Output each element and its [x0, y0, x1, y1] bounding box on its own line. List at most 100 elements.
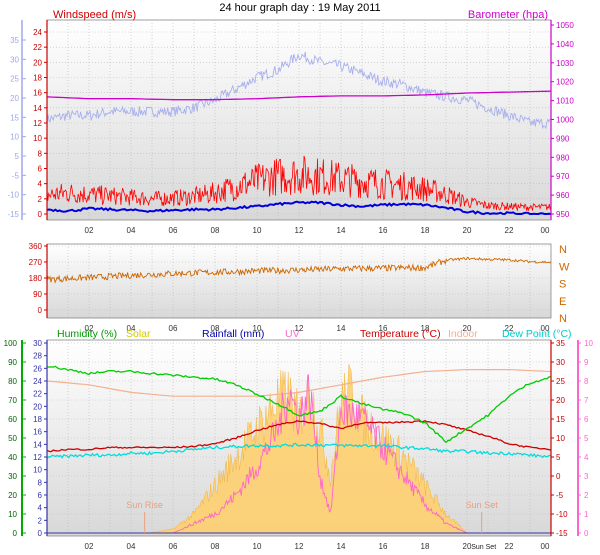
x-tick-label: 08 [211, 226, 220, 235]
x-tick-label: 08 [211, 324, 220, 333]
dir-tick-label: 270 [29, 258, 43, 267]
uv-tick-label: 8 [584, 377, 589, 386]
barometer-line [46, 90, 552, 101]
hum-tick-label: 40 [8, 453, 17, 462]
outer-tick-label: 15 [10, 113, 19, 122]
temp-tick-label: -5 [556, 491, 564, 500]
x-tick-label: 02 [85, 324, 94, 333]
x-tick-label: 04 [127, 324, 136, 333]
sunset-axis-label: Sun Set [471, 544, 496, 551]
solar-area [147, 363, 468, 534]
uv-tick-label: 1 [584, 510, 589, 519]
temp-tick-label: 35 [556, 339, 565, 348]
wind-tick-label: 12 [33, 119, 42, 128]
outer-tick-label: 25 [10, 75, 19, 84]
x-tick-label: 00 [541, 542, 550, 551]
outer-tick-label: 5 [15, 152, 20, 161]
hum-tick-label: 0 [13, 529, 18, 538]
outer-tick-label: -15 [7, 210, 19, 219]
temp-tick-label: 25 [556, 377, 565, 386]
x-tick-label: 04 [127, 226, 136, 235]
x-tick-label: 10 [253, 226, 262, 235]
uv-tick-label: 9 [584, 358, 589, 367]
rain-tick-label: 22 [33, 390, 42, 399]
x-tick-label: 08 [211, 542, 220, 551]
baro-tick-label: 990 [556, 134, 570, 143]
outer-tick-label: 20 [10, 94, 19, 103]
x-tick-label: 20 [463, 324, 472, 333]
wind-tick-label: 20 [33, 58, 42, 67]
x-tick-label: 18 [421, 226, 430, 235]
compass-label: N [559, 244, 567, 256]
hum-tick-label: 10 [8, 510, 17, 519]
temp-tick-label: 30 [556, 358, 565, 367]
x-tick-label: 10 [253, 324, 262, 333]
legend-0: Humidity (%) [57, 328, 117, 340]
uv-line [172, 374, 468, 534]
rain-tick-label: 30 [33, 339, 42, 348]
rain-tick-label: 8 [38, 478, 43, 487]
x-tick-label: 06 [169, 542, 178, 551]
wind-tick-label: 10 [33, 134, 42, 143]
temp-tick-label: -10 [556, 510, 568, 519]
x-tick-label: 22 [505, 324, 514, 333]
x-tick-label: 14 [337, 324, 346, 333]
compass-label: S [559, 279, 566, 291]
uv-tick-label: 3 [584, 472, 589, 481]
outer-tick-label: 10 [10, 133, 19, 142]
barometer-label: Barometer (hpa) [468, 9, 548, 21]
wind-tick-label: 16 [33, 89, 42, 98]
dewpoint-line [46, 442, 552, 459]
wind-tick-label: 4 [38, 180, 43, 189]
temp-tick-label: -15 [556, 529, 568, 538]
baro-tick-label: 1040 [556, 40, 574, 49]
x-tick-label: 12 [295, 324, 304, 333]
x-tick-label: 06 [169, 226, 178, 235]
uv-tick-label: 5 [584, 434, 589, 443]
hum-tick-label: 80 [8, 377, 17, 386]
baro-tick-label: 950 [556, 210, 570, 219]
wind-direction-line [46, 256, 552, 284]
x-tick-label: 16 [379, 542, 388, 551]
uv-tick-label: 0 [584, 529, 589, 538]
temp-tick-label: 0 [556, 472, 561, 481]
x-tick-label: 16 [379, 324, 388, 333]
compass-label: N [559, 313, 567, 325]
uv-tick-label: 6 [584, 415, 589, 424]
wind-tick-label: 24 [33, 28, 42, 37]
baro-tick-label: 970 [556, 172, 570, 181]
rain-tick-label: 24 [33, 377, 42, 386]
wind-tick-label: 6 [38, 165, 43, 174]
temperature-line [46, 419, 552, 453]
sunset-label: Sun Set [466, 500, 499, 510]
x-tick-label: 02 [85, 542, 94, 551]
x-tick-label: 02 [85, 226, 94, 235]
dir-tick-label: 90 [33, 290, 42, 299]
x-tick-label: 04 [127, 542, 136, 551]
legend-3: UV [285, 328, 300, 340]
x-tick-label: 06 [169, 324, 178, 333]
x-tick-label: 12 [295, 226, 304, 235]
uv-tick-label: 2 [584, 491, 589, 500]
legend-1: Solar [126, 328, 151, 340]
baro-tick-label: 1020 [556, 78, 574, 87]
x-tick-label: 20 [463, 226, 472, 235]
rain-tick-label: 12 [33, 453, 42, 462]
x-tick-label: 12 [295, 542, 304, 551]
x-tick-label: 16 [379, 226, 388, 235]
indoor-line [46, 369, 552, 397]
wind-tick-label: 0 [38, 210, 43, 219]
wind-tick-label: 18 [33, 74, 42, 83]
sunrise-label: Sun Rise [126, 500, 163, 510]
temp-tick-label: 10 [556, 434, 565, 443]
wind-tick-label: 2 [38, 195, 43, 204]
outer-tick-label: 30 [10, 55, 19, 64]
wind-tick-label: 8 [38, 149, 43, 158]
hum-tick-label: 70 [8, 396, 17, 405]
rain-tick-label: 28 [33, 352, 42, 361]
rain-tick-label: 4 [38, 504, 43, 513]
x-tick-label: 18 [421, 324, 430, 333]
compass-label: W [559, 261, 570, 273]
baro-tick-label: 1030 [556, 59, 574, 68]
